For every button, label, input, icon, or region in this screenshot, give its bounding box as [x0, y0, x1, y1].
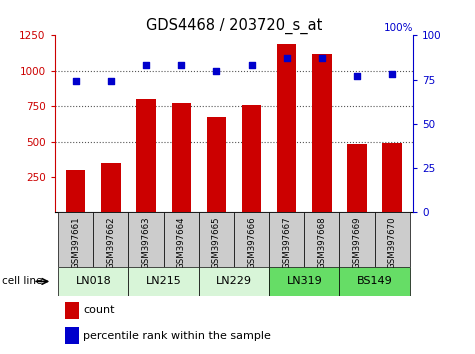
Bar [171, 103, 191, 212]
Text: LN215: LN215 [146, 276, 181, 286]
Bar [66, 302, 79, 319]
Bar [312, 54, 332, 212]
Bar [234, 212, 269, 267]
Bar [66, 170, 86, 212]
Text: GSM397669: GSM397669 [352, 217, 361, 269]
Bar [269, 267, 340, 296]
Text: GSM397666: GSM397666 [247, 217, 256, 269]
Point [248, 63, 256, 68]
Bar [340, 267, 410, 296]
Point [107, 79, 114, 84]
Text: LN319: LN319 [286, 276, 322, 286]
Point [72, 79, 79, 84]
Text: count: count [83, 306, 115, 315]
Point [389, 72, 396, 77]
Bar [128, 212, 163, 267]
Text: GSM397663: GSM397663 [142, 217, 151, 269]
Bar [93, 212, 128, 267]
Point [318, 56, 326, 61]
Text: GSM397670: GSM397670 [388, 217, 397, 269]
Bar [375, 212, 410, 267]
Bar [269, 212, 304, 267]
Point [353, 73, 361, 79]
Bar [163, 212, 199, 267]
Bar [58, 212, 93, 267]
Text: GSM397665: GSM397665 [212, 217, 221, 269]
Text: LN229: LN229 [216, 276, 252, 286]
Bar [340, 212, 375, 267]
Text: GSM397661: GSM397661 [71, 217, 80, 269]
Text: percentile rank within the sample: percentile rank within the sample [83, 331, 271, 341]
Text: GSM397662: GSM397662 [106, 217, 115, 269]
Bar [242, 105, 261, 212]
Text: 100%: 100% [384, 23, 413, 33]
Bar [199, 212, 234, 267]
Text: GSM397668: GSM397668 [317, 217, 326, 269]
Bar [382, 143, 402, 212]
Text: GSM397664: GSM397664 [177, 217, 186, 269]
Bar [128, 267, 199, 296]
Point [283, 56, 291, 61]
Point [142, 63, 150, 68]
Bar [66, 327, 79, 344]
Bar [136, 99, 156, 212]
Text: LN018: LN018 [76, 276, 111, 286]
Title: GDS4468 / 203720_s_at: GDS4468 / 203720_s_at [146, 18, 322, 34]
Bar [207, 117, 226, 212]
Point [212, 68, 220, 74]
Bar [58, 267, 128, 296]
Bar [101, 163, 121, 212]
Bar [347, 144, 367, 212]
Bar [304, 212, 340, 267]
Bar [277, 44, 296, 212]
Text: cell line: cell line [2, 276, 43, 286]
Text: GSM397667: GSM397667 [282, 217, 291, 269]
Point [177, 63, 185, 68]
Bar [199, 267, 269, 296]
Text: BS149: BS149 [357, 276, 392, 286]
